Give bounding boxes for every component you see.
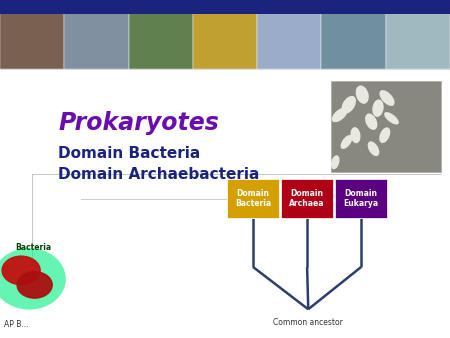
Bar — [386, 10, 450, 69]
Bar — [227, 179, 279, 218]
Ellipse shape — [332, 107, 348, 122]
Text: Domain
Eukarya: Domain Eukarya — [343, 189, 379, 208]
Ellipse shape — [379, 127, 390, 143]
Text: Domain
Bacteria: Domain Bacteria — [235, 189, 271, 208]
Circle shape — [2, 256, 40, 285]
Bar — [257, 10, 321, 69]
Bar — [129, 10, 193, 69]
Bar — [0, 0, 450, 14]
Text: Domain
Archaea: Domain Archaea — [289, 189, 325, 208]
Circle shape — [17, 272, 52, 298]
Bar — [64, 10, 129, 69]
Text: Domain Archaebacteria: Domain Archaebacteria — [58, 167, 260, 182]
Bar — [281, 179, 333, 218]
Ellipse shape — [379, 90, 395, 106]
Text: Domain Bacteria: Domain Bacteria — [58, 146, 201, 161]
Ellipse shape — [342, 96, 356, 114]
Bar — [321, 10, 386, 69]
Ellipse shape — [384, 112, 399, 124]
Ellipse shape — [331, 155, 340, 169]
Text: AP B...: AP B... — [4, 320, 29, 329]
Text: Bacteria: Bacteria — [16, 243, 52, 252]
Text: Prokaryotes: Prokaryotes — [58, 111, 220, 136]
Bar — [335, 179, 387, 218]
Bar — [193, 10, 257, 69]
Ellipse shape — [365, 114, 378, 130]
Bar — [331, 81, 441, 172]
Ellipse shape — [0, 248, 66, 310]
Ellipse shape — [368, 141, 379, 156]
Ellipse shape — [372, 99, 384, 117]
Ellipse shape — [356, 86, 369, 104]
Bar — [0, 10, 64, 69]
Ellipse shape — [351, 127, 360, 143]
Text: Common ancestor: Common ancestor — [273, 318, 343, 327]
Ellipse shape — [341, 135, 352, 149]
